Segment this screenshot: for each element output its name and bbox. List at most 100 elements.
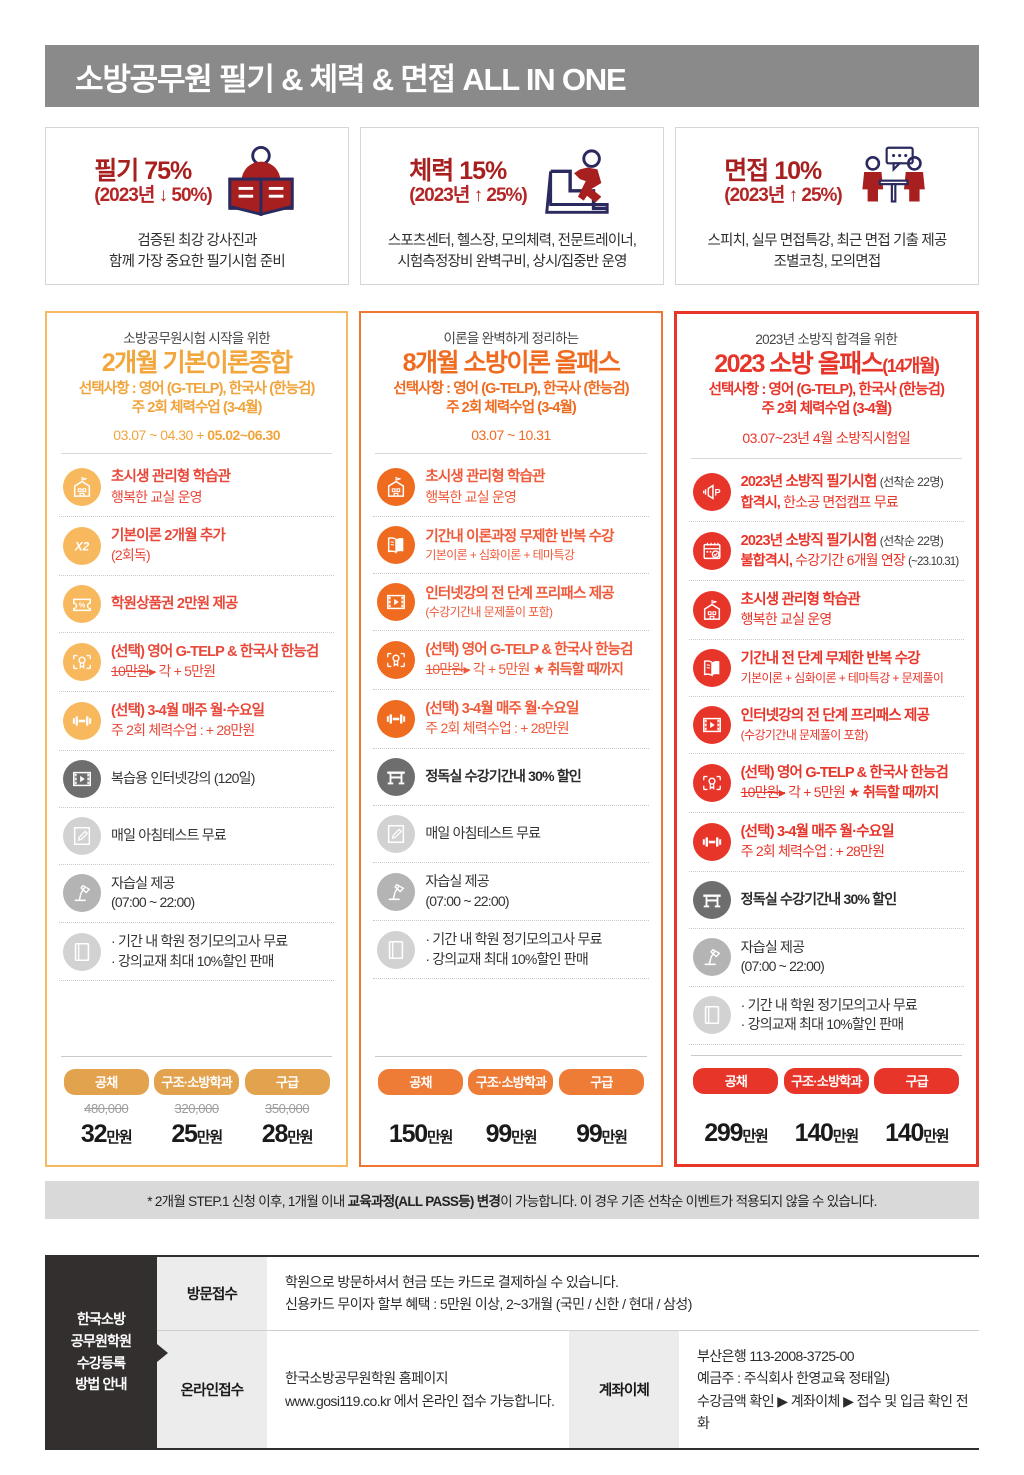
course-options-2: 선택사항 : 영어 (G-TELP), 한국사 (한능검) 주 2회 체력수업 (… xyxy=(393,381,629,417)
footnote-part2: 이 가능합니다. 이 경우 기존 선착순 이벤트가 적용되지 않을 수 있습니다… xyxy=(500,1194,877,1210)
online-line-2[interactable]: www.gosi119.co.kr 에서 온라인 접수 가능합니다. xyxy=(285,1392,555,1409)
school-building-icon xyxy=(63,468,101,507)
feature-item: · 기간 내 학원 정기모의고사 무료 · 강의교재 최대 10%할인 판매 xyxy=(59,923,335,982)
feature-text: 매일 아침테스트 무료 xyxy=(111,827,227,844)
dumbbell-icon xyxy=(692,822,731,861)
fitness-desc-line2: 시험측정장비 완벽구비, 상시/집중반 운영 xyxy=(397,254,627,271)
feature-text: (선택) 3-4월 매주 월·수요일 주 2회 체력수업 : + 28만원 xyxy=(111,702,265,739)
interview-desc-line2: 조별코칭, 모의면접 xyxy=(773,254,882,271)
course-divider xyxy=(690,458,962,460)
desk-lamp-icon xyxy=(63,874,101,913)
feature-item: (선택) 3-4월 매주 월·수요일 주 2회 체력수업 : + 28만원 xyxy=(373,690,649,749)
course-column-1[interactable]: 소방공무원시험 시작을 위한 2개월 기본이론종합 선택사항 : 영어 (G-TEL… xyxy=(45,311,349,1168)
footnote-bar: * 2개월 STEP.1 신청 이후, 1개월 이내 교육과정(ALL PASS… xyxy=(45,1181,979,1220)
feature-item: (선택) 영어 G-TELP & 한국사 한능검 10만원▸ 각 + 5만원 xyxy=(59,633,335,692)
course-column-3[interactable]: 2023년 소방직 합격을 위한 2023 소방 올패스(14개월) 선택사항 : … xyxy=(673,311,979,1168)
pencil-note-icon xyxy=(377,814,416,853)
feature-item: (선택) 영어 G-TELP & 한국사 한능검 10만원▸ 각 + 5만원 ★ … xyxy=(373,631,649,691)
price-final: 25만원 xyxy=(171,1120,223,1149)
price-original: 480,000 xyxy=(84,1101,129,1117)
feature-item: P 2023년 소방직 필기시험 (선착순 22명) 합격시, 한소공 면접캠프 무… xyxy=(688,463,964,523)
price-cell[interactable]: 구조·소방학과 99만원 xyxy=(466,1069,556,1149)
feature-text: 초시생 관리형 학습관 행복한 교실 운영 xyxy=(425,469,545,505)
feature-text: (선택) 영어 G-TELP & 한국사 한능검 10만원▸ 각 + 5만원 ★ … xyxy=(740,764,949,801)
price-cell[interactable]: 구급 99만원 xyxy=(556,1069,646,1149)
registration-table-body: 방문접수 학원으로 방문하셔서 현금 또는 카드로 결제하실 수 있습니다. 신… xyxy=(157,1257,979,1449)
price-cell[interactable]: 공채 299만원 xyxy=(691,1068,781,1148)
feature-text: 매일 아침테스트 무료 xyxy=(425,825,541,842)
feature-box-written-stats: 필기 75% (2023년 ↓ 50%) xyxy=(94,157,212,207)
feature-box-interview: 면접 10% (2023년 ↑ 25%) xyxy=(675,127,979,285)
feature-item: % 학원상품권 2만원 제공 xyxy=(59,576,335,634)
price-final: 299만원 xyxy=(704,1119,769,1148)
registration-table: 한국소방 공무원학원 수강등록 방법 안내 방문접수 학원으로 방문하셔서 현금 또는… xyxy=(45,1255,979,1451)
feature-item: 정독실 수강기간내 30% 할인 xyxy=(373,749,649,806)
price-final: 150만원 xyxy=(388,1120,454,1149)
course-kicker-2: 이론을 완벽하게 정리하는 xyxy=(443,331,579,346)
infographic-page: 소방공무원 필기 & 체력 & 면접 ALL IN ONE 필기 75% (20… xyxy=(0,45,1024,1475)
film-strip-icon xyxy=(377,583,416,622)
feature-item: (선택) 3-4월 매주 월·수요일 주 2회 체력수업 : + 28만원 xyxy=(59,692,335,751)
course-columns: 소방공무원시험 시작을 위한 2개월 기본이론종합 선택사항 : 영어 (G-TEL… xyxy=(45,311,979,1168)
online-registration-caption: 온라인접수 xyxy=(157,1330,267,1449)
price-cell[interactable]: 구조·소방학과 320,000 25만원 xyxy=(151,1069,241,1149)
course-options-1: 선택사항 : 영어 (G-TELP), 한국사 (한능검) 주 2회 체력수업 (… xyxy=(78,381,315,417)
feature-item: 인터넷강의 전 단계 프리패스 제공 (수강기간내 문제풀이 포함) xyxy=(373,574,649,632)
price-category-badge: 구급 xyxy=(558,1069,644,1096)
fitness-change: (2023년 ↑ 25%) xyxy=(409,185,527,207)
feature-text: · 기간 내 학원 정기모의고사 무료 · 강의교재 최대 10%할인 판매 xyxy=(740,996,918,1033)
interview-change: (2023년 ↑ 25%) xyxy=(724,185,842,207)
certificate-icon xyxy=(377,641,416,680)
feature-text: 자습실 제공 (07:00 ~ 22:00) xyxy=(425,872,509,909)
feature-box-fitness-header: 체력 15% (2023년 ↑ 25%) xyxy=(371,142,653,223)
bank-line-2: 예금주 : 주식회사 한영교육 정태일) xyxy=(697,1370,890,1387)
feature-box-interview-desc: 스피치, 실무 면접특강, 최근 면접 기출 제공 조별코칭, 모의면접 xyxy=(707,231,947,275)
feature-item: 기간내 이론과정 무제한 반복 수강 기본이론 + 심화이론 + 테마특강 xyxy=(373,517,649,575)
price-category-badge: 공채 xyxy=(378,1069,464,1096)
feature-item: · 기간 내 학원 정기모의고사 무료 · 강의교재 최대 10%할인 판매 xyxy=(688,987,964,1046)
price-row-1: 공채 480,000 32만원 구조·소방학과 320,000 25만원 구급 350,000… xyxy=(59,1069,334,1149)
course-column-2[interactable]: 이론을 완벽하게 정리하는 8개월 소방이론 올패스 선택사항 : 영어 (G-TE… xyxy=(359,311,663,1168)
feature-text: 초시생 관리형 학습관 행복한 교실 운영 xyxy=(740,592,861,628)
written-desc-line1: 검증된 최강 강사진과 xyxy=(137,232,257,249)
film-strip-icon xyxy=(63,759,101,798)
visit-line-1: 학원으로 방문하셔서 현금 또는 카드로 결제하실 수 있습니다. xyxy=(285,1274,619,1291)
bank-transfer-body: 부산은행 113-2008-3725-00 예금주 : 주식회사 한영교육 정태… xyxy=(679,1331,979,1449)
feature-item: 자습실 제공 (07:00 ~ 22:00) xyxy=(59,865,335,923)
price-final: 32만원 xyxy=(80,1120,133,1149)
feature-item: X2 기본이론 2개월 추가 (2회독) xyxy=(59,517,335,577)
book-icon xyxy=(692,996,731,1035)
feature-text: · 기간 내 학원 정기모의고사 무료 · 강의교재 최대 10%할인 판매 xyxy=(111,933,288,969)
megaphone-pass-icon: P xyxy=(692,473,731,512)
price-original: 350,000 xyxy=(264,1101,310,1117)
calendar-check-icon xyxy=(692,532,731,571)
study-desk-icon xyxy=(692,880,731,919)
price-category-badge: 공채 xyxy=(693,1068,779,1095)
price-cell[interactable]: 구급 140만원 xyxy=(872,1068,962,1148)
price-cell[interactable]: 구급 350,000 28만원 xyxy=(242,1069,332,1149)
registration-table-title: 한국소방 공무원학원 수강등록 방법 안내 xyxy=(45,1257,157,1449)
pencil-note-icon xyxy=(63,816,101,855)
feature-box-written: 필기 75% (2023년 ↓ 50%) xyxy=(45,127,349,285)
film-strip-icon xyxy=(692,705,731,744)
feature-box-interview-header: 면접 10% (2023년 ↑ 25%) xyxy=(686,142,968,223)
feature-item: 자습실 제공 (07:00 ~ 22:00) xyxy=(373,863,649,922)
price-cell[interactable]: 구조·소방학과 140만원 xyxy=(781,1068,871,1148)
price-category-badge: 공채 xyxy=(63,1069,149,1096)
feature-item: 기간내 전 단계 무제한 반복 수강 기본이론 + 심화이론 + 테마특강 + 문… xyxy=(688,640,964,697)
desk-lamp-icon xyxy=(692,938,731,977)
feature-item: (선택) 3-4월 매주 월·수요일 주 2회 체력수업 : + 28만원 xyxy=(688,813,964,872)
price-cell[interactable]: 공채 150만원 xyxy=(375,1069,465,1149)
feature-box-fitness-desc: 스포츠센터, 헬스장, 모의체력, 전문트레이너, 시험측정장비 완벽구비, 상… xyxy=(388,231,637,275)
bank-line-3: 수강금액 확인 ▶ 계좌이체 ▶ 접수 및 입금 확인 전화 xyxy=(697,1392,969,1432)
coupon-percent-icon: % xyxy=(63,585,101,624)
feature-text: (선택) 영어 G-TELP & 한국사 한능검 10만원▸ 각 + 5만원 xyxy=(111,644,319,680)
feature-item: 초시생 관리형 학습관 행복한 교실 운영 xyxy=(373,458,649,518)
price-cell[interactable]: 공채 480,000 32만원 xyxy=(61,1069,151,1149)
price-divider xyxy=(375,1056,647,1058)
feature-text: 기간내 이론과정 무제한 반복 수강 기본이론 + 심화이론 + 테마특강 xyxy=(425,528,614,562)
feature-text: 정독실 수강기간내 30% 할인 xyxy=(740,890,898,907)
book-icon xyxy=(377,930,416,969)
feature-text: 인터넷강의 전 단계 프리패스 제공 (수강기간내 문제풀이 포함) xyxy=(740,708,930,742)
feature-text: 기간내 전 단계 무제한 반복 수강 기본이론 + 심화이론 + 테마특강 + 문… xyxy=(740,651,944,685)
